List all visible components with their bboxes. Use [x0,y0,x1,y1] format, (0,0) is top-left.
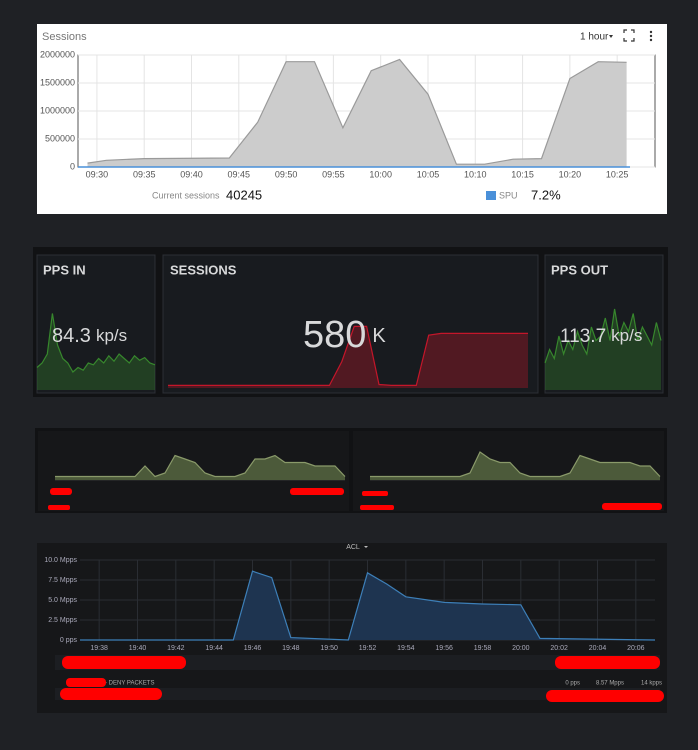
x-tick-label: 09:35 [133,169,156,179]
legend-current: 14 kpps [641,681,662,687]
x-tick-label: 19:54 [397,645,415,652]
x-tick-label: 10:00 [369,169,392,179]
stat-title: PPS IN [43,262,86,277]
y-tick-label: 2000000 [40,49,75,59]
x-tick-label: 19:58 [474,645,492,652]
x-tick-label: 09:30 [86,169,109,179]
y-tick-label: 1500000 [40,77,75,87]
x-tick-label: 19:48 [282,645,300,652]
legend-max: 8.57 Mpps [596,681,624,687]
x-tick-label: 10:10 [464,169,487,179]
stat-value: 580 K [303,314,386,356]
small-chart [55,454,346,481]
time-range[interactable]: 1 hour [580,32,609,43]
redactions [60,656,664,702]
area [37,313,155,390]
legend-row [55,688,660,700]
y-tick-label: 10.0 Mpps [44,557,77,564]
x-tick-label: 09:40 [180,169,203,179]
redactions [48,488,662,510]
x-tick-label: 20:04 [589,645,607,652]
legend-name: - DENY PACKETS [105,681,154,687]
area [545,309,661,390]
caret [609,35,613,38]
unit: kp/s [611,326,642,345]
line [370,451,661,478]
x-tick-label: 19:42 [167,645,185,652]
line [168,325,528,386]
x-tick-label: 20:06 [627,645,645,652]
x-tick-label: 09:50 [275,169,298,179]
unit: K [372,325,386,347]
area [168,326,528,388]
line [544,308,662,364]
panel-title: Sessions [42,31,87,43]
spu-value: 7.2% [531,187,561,202]
stat-title: SESSIONS [170,262,237,277]
y-tick-label: 7.5 Mpps [48,577,77,584]
legend-min: 0 pps [565,681,580,687]
x-tick-label: 10:05 [417,169,440,179]
sparkline [36,313,156,390]
x-tick-label: 19:40 [129,645,147,652]
x-tick-label: 19:50 [320,645,338,652]
small-chart [370,451,661,481]
x-tick-label: 19:56 [435,645,453,652]
spu-label: SPU [499,190,518,200]
area [87,59,627,167]
stat-title: PPS OUT [551,262,608,277]
sparkline [168,325,528,388]
acl-chart: 0 pps 2.5 Mpps 5.0 Mpps 7.5 Mpps 10.0 Mpps 19… [44,557,656,652]
value: 84.3 [52,325,91,347]
x-tick-label: 10:25 [606,169,629,179]
x-tick-label: 19:46 [244,645,262,652]
stat-panel [36,254,156,394]
x-tick-label: 10:20 [559,169,582,179]
y-tick-label: 0 [70,161,75,171]
fullscreen-icon[interactable] [623,29,635,42]
sparkline [544,308,662,390]
y-tick-label: 5.0 Mpps [48,597,77,604]
y-tick-label: 1000000 [40,105,75,115]
x-tick-label: 19:44 [205,645,223,652]
area [80,571,655,640]
menu-icon[interactable] [649,30,653,42]
x-tick-label: 09:45 [228,169,251,179]
y-tick-label: 0 pps [60,637,78,644]
legend-row [55,655,660,670]
y-tick-label: 2.5 Mpps [48,617,77,624]
line [36,313,156,373]
stat-value: 84.3 kp/s [52,325,127,347]
line [55,454,346,478]
unit: kp/s [96,326,127,345]
x-tick-label: 09:55 [322,169,345,179]
x-tick-label: 20:02 [550,645,568,652]
line [87,58,627,165]
stat-value: 113.7 kp/s [560,326,642,347]
value: 113.7 [560,326,606,347]
stat-panel [162,254,539,394]
spu-swatch [486,191,496,200]
x-tick-label: 19:38 [90,645,108,652]
caret [364,546,368,548]
x-tick-label: 19:52 [359,645,377,652]
current-sessions-value: 40245 [226,187,262,202]
value: 580 [303,314,366,356]
area [370,452,660,480]
y-tick-label: 500000 [45,133,75,143]
x-tick-label: 20:00 [512,645,530,652]
line [80,570,656,641]
x-tick-label: 10:15 [511,169,534,179]
panel-title: ACL [346,544,360,551]
current-sessions-label: Current sessions [152,190,220,200]
